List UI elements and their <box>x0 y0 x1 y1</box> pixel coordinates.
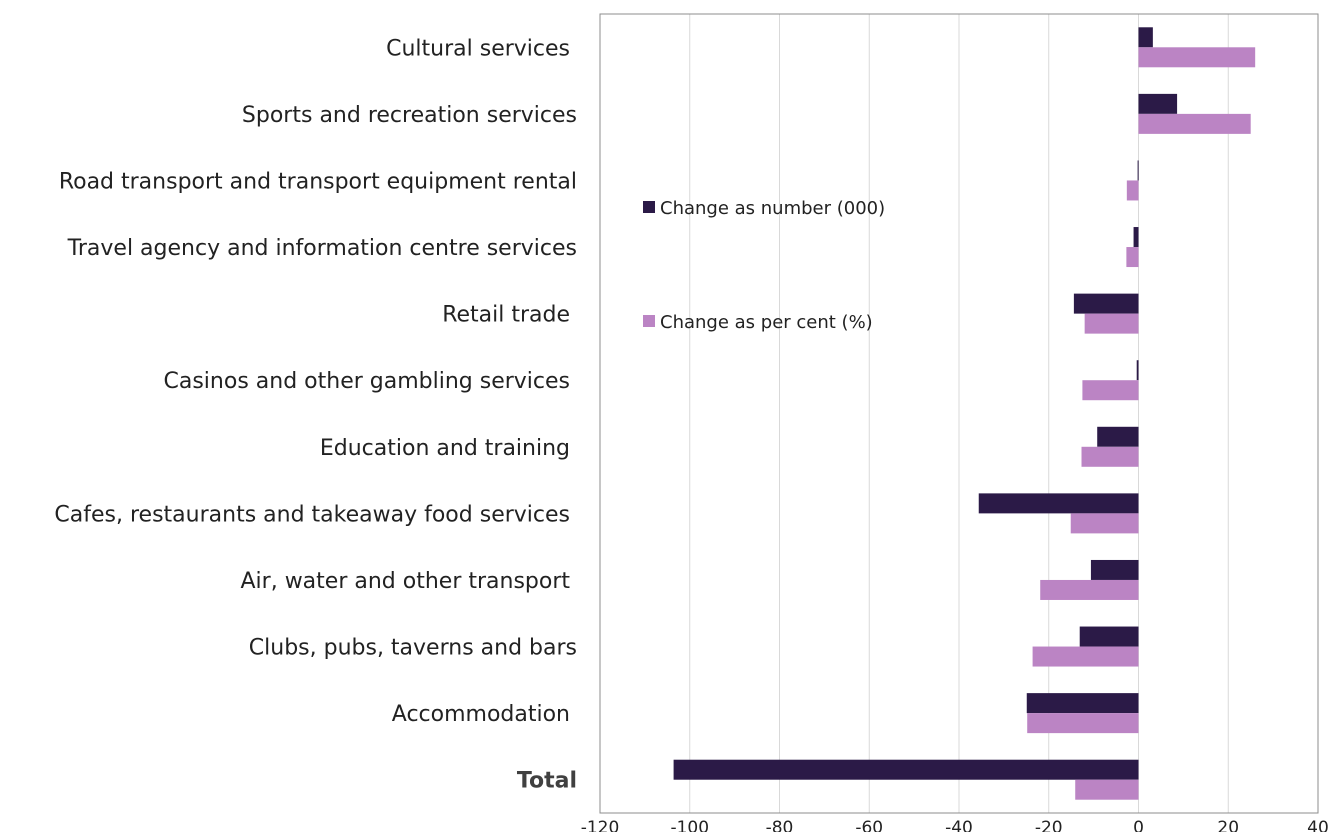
x-tick-label: -60 <box>855 818 883 832</box>
legend-label: Change as number (000) <box>660 198 885 219</box>
bar-change-percent <box>1138 47 1256 68</box>
x-tick-label: -20 <box>1035 818 1063 832</box>
bar-change-percent <box>1126 247 1139 268</box>
category-label: Road transport and transport equipment r… <box>59 169 577 194</box>
category-axis-labels: Cultural services Sports and recreation … <box>54 36 577 793</box>
bar-change-number <box>1073 293 1139 314</box>
category-label: Air, water and other transport <box>241 569 578 594</box>
value-axis-labels: -120 -100 -80 -60 -40 -20 0 20 40 <box>581 818 1329 832</box>
category-label: Casinos and other gambling services <box>164 369 578 394</box>
bar-change-percent <box>1084 313 1139 334</box>
bar-change-percent <box>1027 713 1139 734</box>
category-label: Travel agency and information centre ser… <box>67 236 577 261</box>
bar-change-number <box>1138 27 1153 48</box>
x-tick-label: 20 <box>1217 818 1239 832</box>
category-label: Cultural services <box>386 36 577 61</box>
bar-change-number <box>978 493 1139 514</box>
bar-change-number <box>1026 693 1139 714</box>
bar-change-percent <box>1075 779 1139 800</box>
x-tick-label: 40 <box>1307 818 1329 832</box>
category-label: Clubs, pubs, taverns and bars <box>249 636 577 661</box>
x-tick-label: -80 <box>766 818 794 832</box>
bar-change-number <box>1079 626 1139 647</box>
category-label: Cafes, restaurants and takeaway food ser… <box>54 502 577 527</box>
bar-change-number <box>1133 227 1139 248</box>
legend-label: Change as per cent (%) <box>660 312 873 333</box>
category-label: Accommodation <box>392 702 577 727</box>
bar-change-percent <box>1040 579 1139 600</box>
legend-swatch <box>643 201 655 213</box>
bar-change-number <box>1138 93 1178 114</box>
bar-change-number <box>673 759 1139 780</box>
bar-change-percent <box>1138 113 1251 134</box>
gridlines <box>689 14 1229 813</box>
category-label: Education and training <box>320 436 577 461</box>
category-label: Retail trade <box>442 303 577 328</box>
bar-change-percent <box>1070 513 1139 534</box>
x-tick-label: -40 <box>945 818 973 832</box>
plot-area-border <box>599 13 1319 814</box>
legend: Change as number (000) Change as per cent… <box>643 198 885 333</box>
bar-change-number <box>1137 160 1139 181</box>
bar-change-percent <box>1081 446 1139 467</box>
bar-change-number <box>1090 559 1139 580</box>
x-tick-label: -120 <box>581 818 620 832</box>
x-tick-label: 0 <box>1133 818 1144 832</box>
category-label: Sports and recreation services <box>242 103 577 128</box>
legend-swatch <box>643 315 655 327</box>
bar-change-percent <box>1082 380 1139 401</box>
bar-change-number <box>1097 426 1139 447</box>
category-label: Total <box>517 769 577 794</box>
bar-change-percent <box>1126 180 1139 201</box>
bars <box>673 27 1256 800</box>
bar-change-number <box>1136 360 1139 381</box>
bar-change-percent <box>1032 646 1139 667</box>
x-tick-label: -100 <box>670 818 709 832</box>
